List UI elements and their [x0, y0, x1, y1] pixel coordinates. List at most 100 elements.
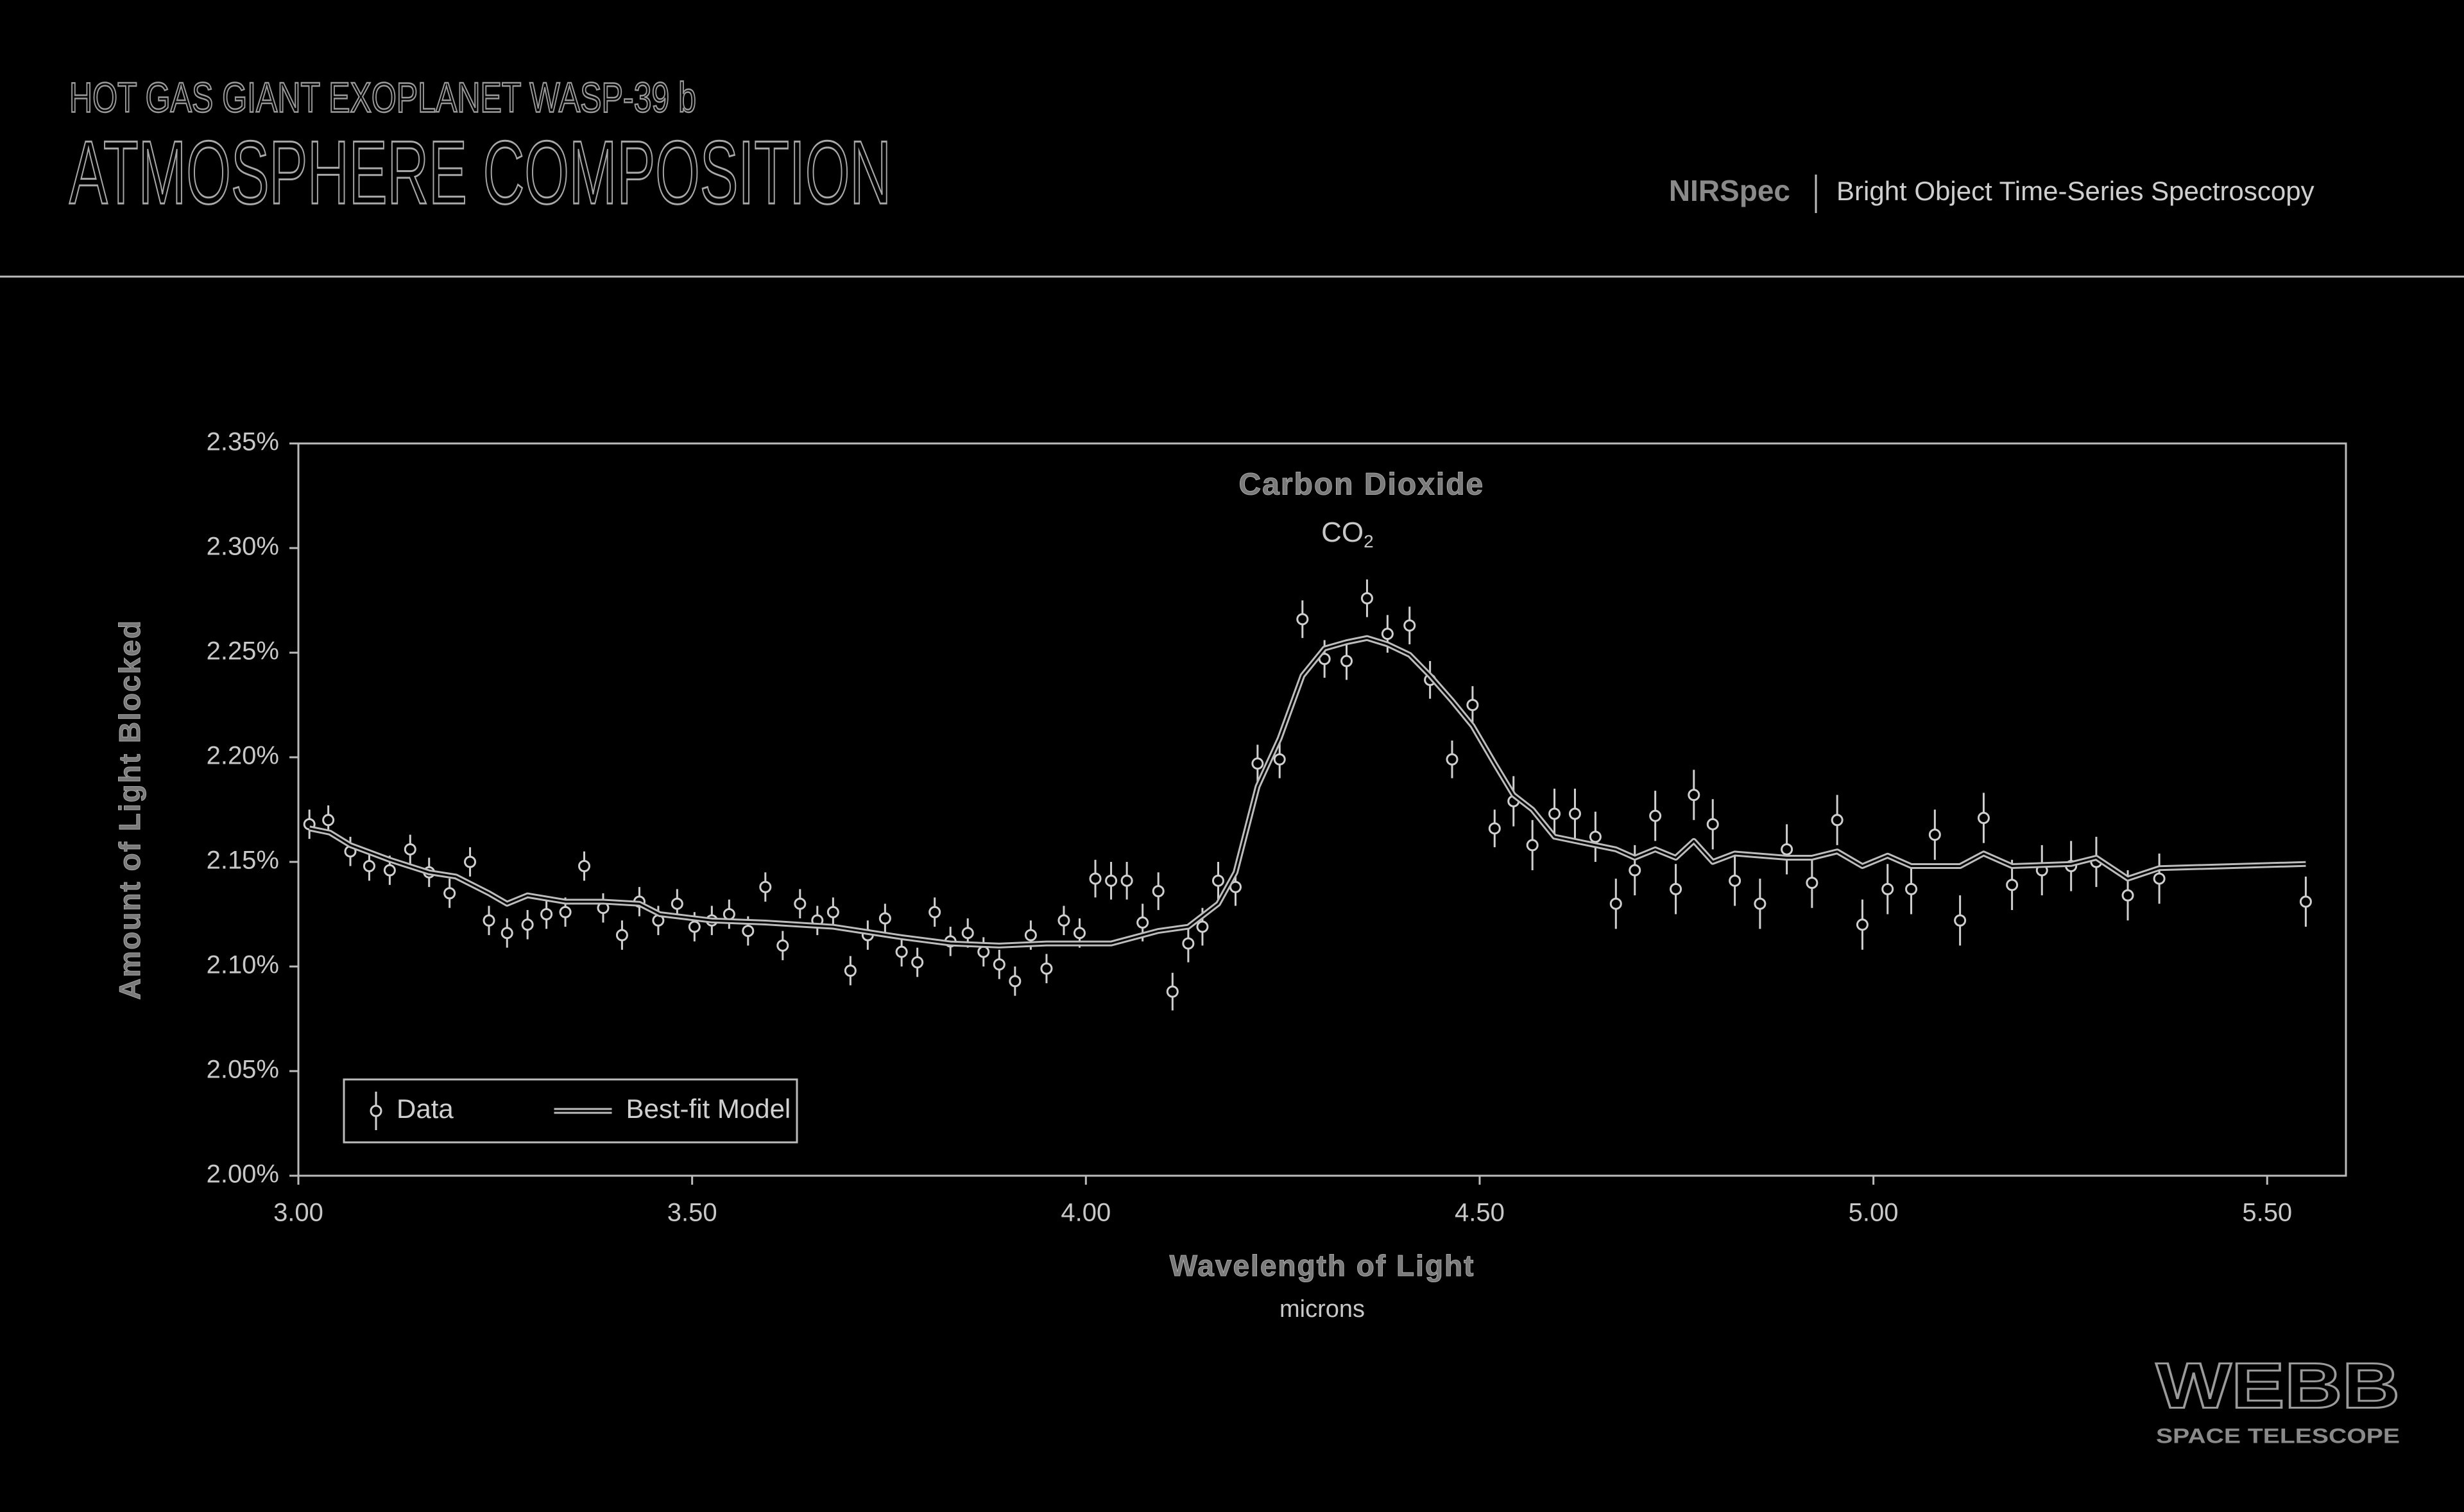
data-point: [1381, 628, 1394, 640]
data-point: [1073, 927, 1086, 940]
data-point: [1629, 864, 1641, 877]
data-point: [1403, 619, 1416, 632]
data-point: [1568, 807, 1581, 820]
data-point: [1009, 975, 1022, 988]
data-point: [464, 855, 477, 868]
data-point: [1688, 789, 1700, 802]
data-point: [993, 958, 1005, 971]
data-point: [1446, 753, 1459, 766]
mode: Bright Object Time-Series Spectroscopy: [1836, 176, 2314, 206]
y-tick-label: 2.05%: [207, 1056, 279, 1084]
y-axis-title: Amount of Light Blocked: [113, 619, 146, 1000]
data-point: [2153, 872, 2166, 885]
data-point: [844, 965, 857, 977]
chart: 2.00% 2.05% 2.10% 2.15% 2.20% 2.25% 2.30% 2.35%…: [113, 428, 2347, 1323]
data-point: [2006, 879, 2019, 891]
legend-label: Best-fit Model: [626, 1094, 791, 1124]
data-point: [688, 920, 701, 933]
y-tick-label: 2.10%: [207, 951, 279, 979]
data-point: [1211, 874, 1224, 887]
data-point: [1166, 985, 1179, 998]
data-point: [1781, 843, 1793, 855]
x-tick-label: 5.00: [1849, 1199, 1899, 1227]
x-tick-label: 3.50: [667, 1199, 717, 1227]
data-point: [2121, 889, 2134, 902]
data-point: [759, 881, 772, 893]
data-point: [1488, 822, 1501, 835]
logo-tagline: SPACE TELESCOPE: [2156, 1424, 2400, 1447]
data-point: [1881, 882, 1894, 895]
data-point: [826, 906, 839, 918]
y-tick-label: 2.25%: [207, 637, 279, 666]
data-point: [1928, 829, 1941, 841]
data-point: [1251, 757, 1264, 770]
data-point: [1120, 874, 1133, 887]
data-point: [559, 906, 572, 918]
data-point: [1273, 753, 1286, 766]
x-tick-label: 4.50: [1455, 1199, 1505, 1227]
data-point: [928, 906, 941, 918]
data-point: [1954, 914, 1967, 927]
x-tick-label: 3.00: [273, 1199, 323, 1227]
x-tick-label: 4.00: [1061, 1199, 1111, 1227]
data-point: [1729, 874, 1741, 887]
y-tick-label: 2.15%: [207, 846, 279, 875]
instrument: NIRSpec: [1669, 174, 1790, 207]
data-point: [1136, 916, 1149, 929]
data-point: [1040, 962, 1053, 975]
data-point: [977, 945, 990, 958]
data-point: [1296, 613, 1309, 626]
data-point: [1706, 818, 1719, 830]
data-point: [615, 929, 628, 941]
data-point: [521, 918, 534, 931]
y-tick-label: 2.20%: [207, 742, 279, 770]
data-point: [1609, 897, 1622, 910]
header-title: ATMOSPHERE COMPOSITION: [69, 122, 891, 223]
annotation-label: Carbon Dioxide: [1239, 468, 1485, 502]
formula-subscript: 2: [1364, 531, 1374, 551]
data-point: [1360, 592, 1373, 605]
data-point: [1806, 877, 1818, 889]
data-point: [1182, 937, 1195, 950]
y-tick-label: 2.30%: [207, 533, 279, 561]
data-point: [1057, 914, 1070, 927]
header-subtitle: HOT GAS GIANT EXOPLANET WASP-39 b: [69, 73, 696, 121]
data-point: [1856, 918, 1869, 931]
x-tick-label: 5.50: [2242, 1199, 2292, 1227]
data-point: [383, 864, 396, 877]
plot-frame: [297, 442, 2347, 1177]
data-point: [1831, 814, 1844, 827]
x-axis-title: Wavelength of Light: [1170, 1249, 1475, 1282]
data-point: [1089, 872, 1102, 885]
data-point: [794, 897, 807, 910]
data-point: [1649, 809, 1662, 822]
data-point: [1548, 807, 1561, 820]
data-point: [776, 939, 789, 952]
data-point: [742, 925, 755, 938]
data-point: [1340, 655, 1353, 667]
formula-main: CO: [1321, 517, 1364, 548]
data-point: [363, 860, 375, 873]
logo-name: WEBB: [2156, 1350, 2400, 1422]
data-point: [578, 860, 591, 873]
data-point: [1670, 882, 1682, 895]
data-point: [1024, 929, 1037, 941]
data-point: [501, 927, 513, 940]
data-point: [671, 897, 683, 910]
x-axis-unit: microns: [1279, 1296, 1365, 1323]
data-point: [1754, 897, 1767, 910]
y-tick-label: 2.35%: [207, 428, 279, 456]
legend-swatch-point: [370, 1104, 382, 1117]
data-point: [1905, 882, 1918, 895]
data-point: [961, 927, 974, 940]
annotation-formula: CO2: [1321, 517, 1374, 552]
y-tick-label: 2.00%: [207, 1160, 279, 1189]
model-line: [309, 637, 2306, 947]
data-point: [2299, 895, 2312, 908]
data-point: [1977, 812, 1990, 825]
data-point: [483, 914, 495, 927]
data-point: [895, 945, 908, 958]
legend-label: Data: [397, 1094, 454, 1124]
